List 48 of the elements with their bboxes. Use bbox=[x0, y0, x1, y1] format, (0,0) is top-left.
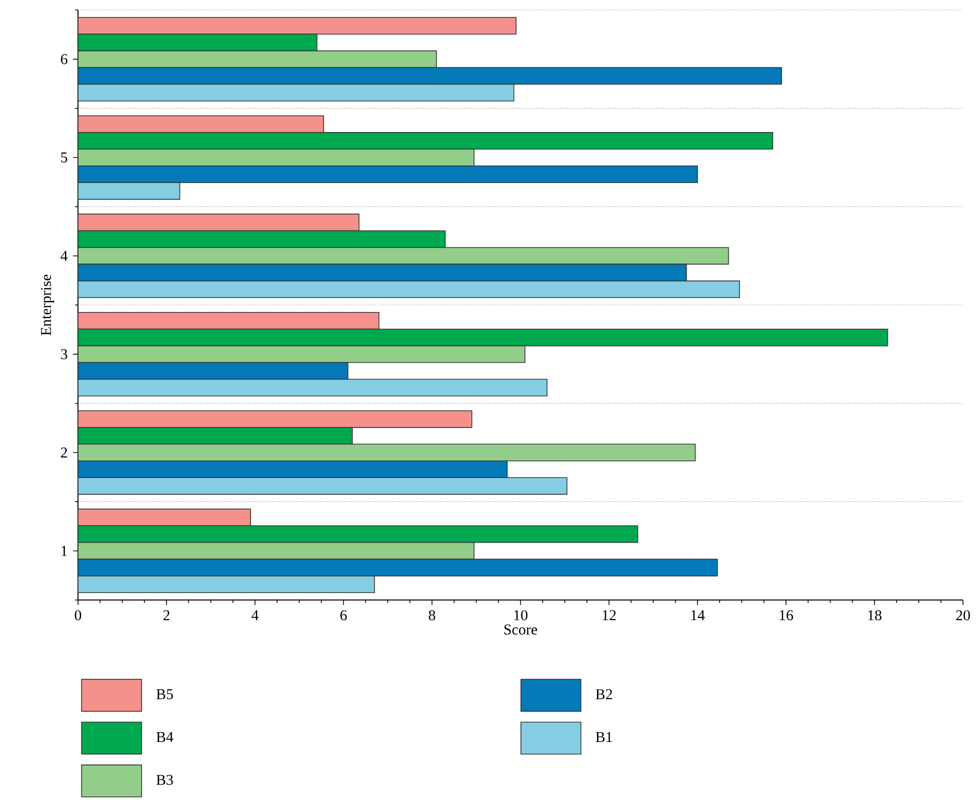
x-tick-label: 2 bbox=[163, 610, 170, 620]
bar bbox=[78, 477, 568, 495]
x-tick-label: 6 bbox=[340, 610, 347, 620]
x-tick-label: 10 bbox=[514, 610, 528, 620]
y-tick-label: 4 bbox=[60, 250, 68, 261]
bar bbox=[78, 165, 698, 183]
y-tick-label: 3 bbox=[61, 349, 68, 360]
bar bbox=[78, 16, 516, 35]
y-tick-label: 2 bbox=[60, 448, 67, 458]
bar bbox=[78, 542, 474, 560]
y-axis-title: Enterprise bbox=[40, 274, 54, 336]
y-tick-label: 6 bbox=[60, 54, 68, 64]
bar bbox=[78, 460, 508, 478]
bar bbox=[78, 214, 360, 232]
x-tick-label: 12 bbox=[602, 610, 616, 620]
bar bbox=[78, 247, 729, 265]
bar bbox=[78, 410, 472, 428]
legend-label: B2 bbox=[596, 689, 612, 700]
bar bbox=[78, 576, 375, 594]
bar bbox=[78, 362, 348, 380]
bar bbox=[78, 148, 474, 166]
bar bbox=[78, 264, 687, 282]
x-tick-label: 8 bbox=[428, 610, 436, 620]
bar bbox=[78, 444, 696, 462]
bar bbox=[78, 182, 180, 200]
x-tick-label: 16 bbox=[780, 610, 794, 620]
legend-label: B3 bbox=[156, 774, 173, 785]
bar bbox=[78, 50, 437, 68]
y-tick-label: 1 bbox=[62, 546, 67, 556]
x-tick-label: 4 bbox=[252, 610, 259, 620]
legend-label: B5 bbox=[156, 689, 173, 700]
bar bbox=[78, 345, 526, 363]
bar bbox=[78, 508, 251, 526]
x-tick-label: 14 bbox=[691, 610, 705, 620]
bar bbox=[78, 115, 324, 133]
bar bbox=[78, 558, 718, 576]
bar bbox=[78, 84, 514, 102]
x-tick-label: 18 bbox=[868, 610, 882, 620]
bar bbox=[78, 312, 380, 330]
bar bbox=[78, 280, 740, 298]
x-axis-title: Score bbox=[504, 624, 538, 635]
y-tick-label: 5 bbox=[61, 152, 68, 162]
bar bbox=[78, 378, 548, 396]
x-tick-label: 20 bbox=[956, 610, 970, 620]
bar bbox=[78, 67, 782, 85]
legend-label: B4 bbox=[156, 732, 174, 742]
x-tick-label: 0 bbox=[74, 610, 82, 620]
legend-label: B1 bbox=[596, 732, 612, 742]
